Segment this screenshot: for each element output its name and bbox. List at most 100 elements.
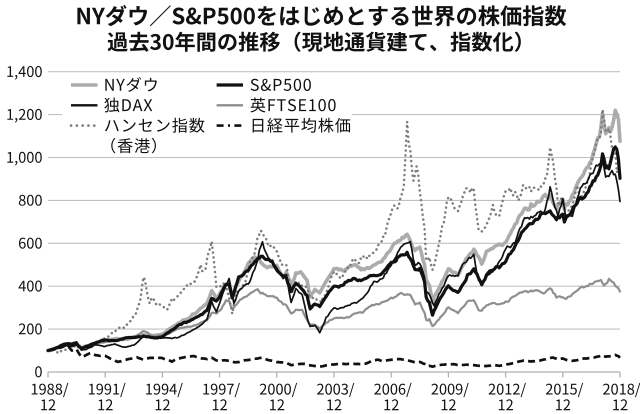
glyph	[155, 399, 162, 411]
glyph	[234, 382, 240, 398]
glyph	[398, 383, 406, 395]
x-axis-label-month	[498, 399, 513, 411]
glyph	[105, 78, 114, 91]
legend-label-ny-dow	[105, 77, 157, 92]
glyph	[18, 108, 26, 120]
glyph	[463, 382, 469, 398]
glyph	[18, 66, 26, 77]
glyph	[220, 399, 227, 411]
legend-label-nikkei	[252, 117, 351, 133]
glyph	[185, 7, 202, 25]
glyph	[434, 6, 456, 27]
glyph	[448, 399, 456, 411]
glyph	[563, 399, 571, 411]
glyph	[498, 399, 505, 411]
glyph	[156, 119, 170, 132]
glyph	[287, 99, 297, 112]
glyph	[348, 6, 364, 26]
series-hang-seng-line	[46, 108, 622, 355]
glyph	[365, 31, 386, 52]
glyph	[506, 399, 513, 411]
x-axis-label-2009	[431, 382, 469, 398]
glyph	[613, 399, 620, 411]
glyph	[19, 237, 26, 249]
glyph	[129, 31, 149, 52]
x-axis-label-month	[41, 399, 56, 411]
glyph	[269, 399, 276, 411]
glyph	[635, 382, 640, 398]
glyph	[471, 31, 493, 52]
x-axis-label-2012	[488, 382, 526, 398]
glyph	[39, 383, 46, 395]
glyph	[14, 75, 18, 80]
glyph	[175, 31, 195, 52]
x-axis-label-month	[327, 399, 342, 411]
glyph	[48, 399, 56, 411]
x-axis-label-month	[269, 399, 285, 411]
glyph	[391, 399, 399, 411]
glyph	[172, 117, 188, 133]
glyph	[41, 399, 48, 411]
x-axis-label-2003	[317, 382, 355, 398]
glyph	[257, 6, 276, 26]
legend-item-ny-dow	[71, 77, 157, 92]
glyph	[7, 151, 14, 163]
glyph	[317, 383, 324, 395]
glyph	[18, 194, 26, 206]
glyph	[429, 44, 437, 52]
glyph	[268, 99, 276, 112]
glyph	[260, 78, 272, 92]
series-ftse100-line	[46, 277, 622, 352]
glyph	[18, 280, 26, 292]
glyph	[143, 99, 153, 112]
legend-item-nikkei	[216, 117, 351, 133]
glyph	[384, 399, 391, 411]
glyph	[238, 31, 259, 52]
x-axis-label-1988	[31, 382, 69, 398]
legend-item-dax	[71, 97, 153, 113]
x-axis-label-2006	[374, 382, 412, 398]
glyph	[412, 5, 433, 27]
glyph	[104, 383, 112, 395]
glyph	[277, 399, 285, 411]
x-axis-label-month	[384, 399, 399, 411]
glyph	[162, 399, 170, 411]
glyph	[14, 160, 18, 166]
legend-item-sp500	[216, 78, 311, 92]
glyph	[113, 383, 120, 395]
glyph	[627, 383, 635, 395]
glyph	[431, 383, 439, 395]
glyph	[212, 399, 219, 411]
glyph	[291, 382, 298, 398]
plot-series	[46, 108, 622, 368]
glyph	[153, 383, 161, 395]
x-axis-label-month	[441, 399, 456, 411]
glyph	[544, 5, 567, 27]
glyph	[243, 7, 255, 25]
legend-label2-hang-seng	[111, 137, 156, 154]
glyph	[218, 383, 226, 395]
glyph	[117, 138, 133, 154]
glyph	[132, 99, 143, 112]
glyph	[390, 6, 409, 26]
glyph	[577, 382, 584, 398]
glyph	[96, 383, 104, 395]
glyph	[302, 32, 323, 52]
glyph	[514, 31, 521, 52]
x-axis-label-1994	[146, 382, 183, 398]
x-axis-label-2000	[259, 382, 298, 398]
glyph	[277, 99, 286, 112]
glyph	[105, 4, 127, 27]
glyph	[250, 97, 266, 113]
x-axis-label-month	[155, 399, 170, 411]
y-axis-label-1200	[7, 108, 42, 123]
glyph	[478, 5, 500, 27]
glyph	[169, 383, 177, 395]
glyph	[284, 118, 300, 133]
legend-label-hang-seng	[104, 117, 205, 133]
glyph	[151, 137, 156, 154]
glyph	[334, 399, 342, 411]
